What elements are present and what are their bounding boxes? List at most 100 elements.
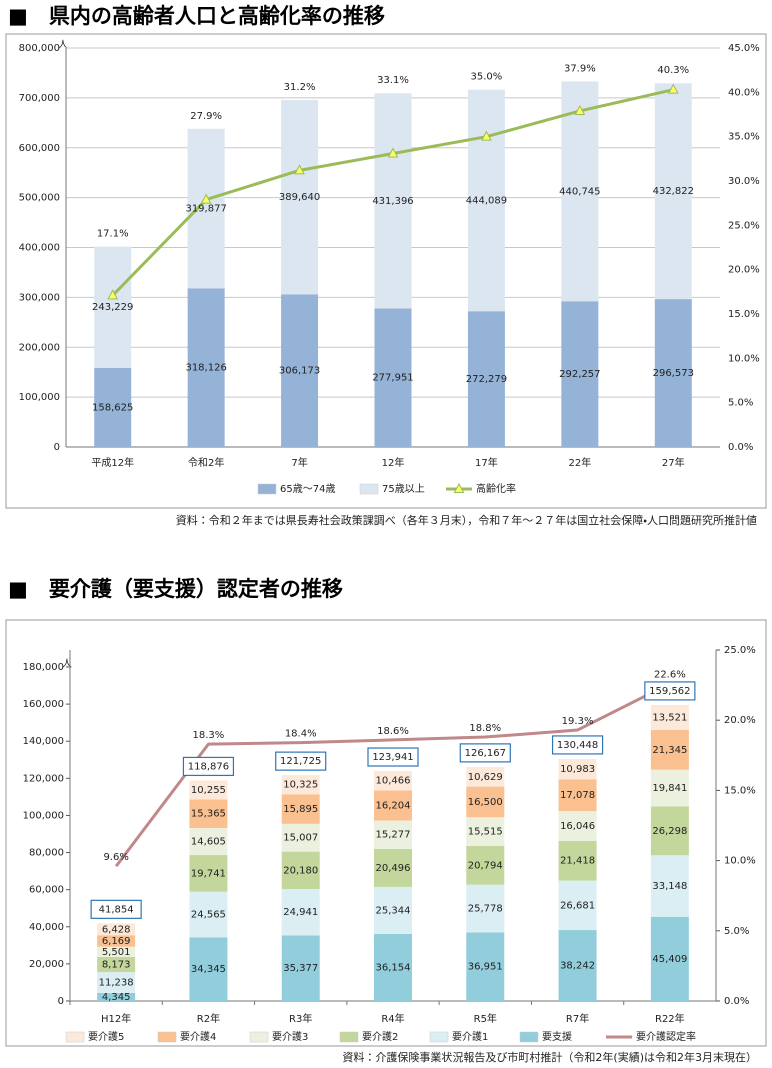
total-label: 121,725 [280,756,321,767]
bar-segment [97,946,136,957]
data-label: 432,822 [653,186,694,197]
data-label: 10,983 [560,764,595,775]
data-label: 10,629 [468,772,503,783]
data-label: 16,204 [376,800,411,811]
data-label: 21,345 [652,745,687,756]
y-tick-label: 300,000 [19,292,60,303]
data-label: 319,877 [185,204,226,215]
data-label: 36,951 [468,962,503,973]
data-label: 15,515 [468,827,503,838]
total-box [182,756,235,777]
total-label: 41,854 [99,904,134,915]
data-label: 158,625 [92,402,133,413]
data-label: 45,409 [652,954,687,965]
legend-label: 65歳～74歳 [280,483,335,495]
data-label: 272,279 [466,374,507,385]
y2-tick-label: 45.0% [728,43,760,54]
data-label: 17,078 [560,790,595,801]
bar-segment [97,956,136,973]
bar-segment [650,730,689,770]
data-label: 15,277 [376,830,411,841]
bar-segment [374,93,412,309]
total-box [367,747,419,767]
total-label: 126,167 [465,748,506,759]
x-tick-label: 27年 [662,456,685,469]
total-label: 123,941 [372,752,413,763]
line-marker [481,130,492,141]
bar-segment [558,779,597,812]
x-tick-label: R2年 [197,1012,220,1025]
y2-tick-label: 25.0% [724,645,756,656]
data-label: 243,229 [92,302,133,313]
y2-tick-label: 40.0% [728,87,760,98]
bar-segment [374,933,412,1001]
bar-segment [187,128,225,289]
total-label: 118,876 [188,761,229,772]
source-note: 資料：令和２年までは県長寿社会政策課調べ（各年３月末），令和７年～２７年は国立社… [176,513,757,527]
bar-segment [650,855,689,917]
data-label: 10,325 [283,780,318,791]
y-tick-label: 500,000 [19,193,60,204]
x-tick-label: 22年 [568,456,591,469]
data-label: 17.1% [97,229,129,240]
data-label: 5,501 [102,947,131,958]
bar-segment [466,932,505,1001]
data-label: 440,745 [559,186,600,197]
data-label: 19,741 [191,868,226,879]
total-box [644,681,696,701]
legend-label: 要介護認定率 [636,1030,696,1043]
chart-title: ■ 県内の高齢者人口と高齢化率の推移 [8,4,385,28]
bar-segment [189,891,228,938]
y-tick-label: 0 [54,442,60,453]
y2-tick-label: 15.0% [728,309,760,320]
data-label: 13,521 [652,712,687,723]
bar-segment [650,704,689,731]
y2-tick-label: 5.0% [724,926,749,937]
x-tick-label: 17年 [475,456,498,469]
line-series [114,682,671,868]
bar-segment [189,780,228,800]
data-label: 31.2% [284,82,316,93]
bar-segment [466,766,505,787]
bar-segment [650,806,689,856]
y-tick-label: 40,000 [29,922,64,933]
line-marker [387,147,399,158]
data-label: 4,345 [102,992,131,1003]
line-marker [200,193,212,204]
data-label: 18.8% [469,723,501,734]
x-tick-label: R22年 [655,1012,685,1025]
x-tick-label: H12年 [101,1012,131,1025]
bar-segment [97,972,136,993]
data-label: 26,298 [652,826,687,837]
bar-segment [97,923,136,936]
y-tick-label: 140,000 [23,736,64,747]
legend-swatch [257,483,277,495]
y-tick-label: 60,000 [29,885,64,896]
data-label: 27.9% [190,111,222,122]
y-tick-label: 0 [58,996,64,1007]
bar-segment [374,848,412,887]
legend-swatch [339,1031,359,1043]
data-label: 21,418 [560,856,595,867]
data-label: 19,841 [652,783,687,794]
total-box [90,899,142,919]
data-label: 16,046 [560,821,595,832]
data-label: 6,428 [102,924,131,935]
x-tick-label: R3年 [289,1012,312,1025]
legend-swatch [249,1031,269,1043]
bar-segment [281,851,320,890]
y-unit: 人 [58,40,68,51]
data-label: 444,089 [466,195,507,206]
data-label: 20,180 [283,865,318,876]
bar-segment [374,886,412,934]
bar-segment [654,299,692,447]
bar-segment [558,880,597,931]
data-label: 389,640 [279,192,320,203]
data-label: 318,126 [185,363,226,374]
data-label: 35.0% [471,72,503,83]
x-tick-label: R7年 [566,1012,589,1025]
bar-segment [94,367,132,447]
data-label: 15,007 [283,833,318,844]
